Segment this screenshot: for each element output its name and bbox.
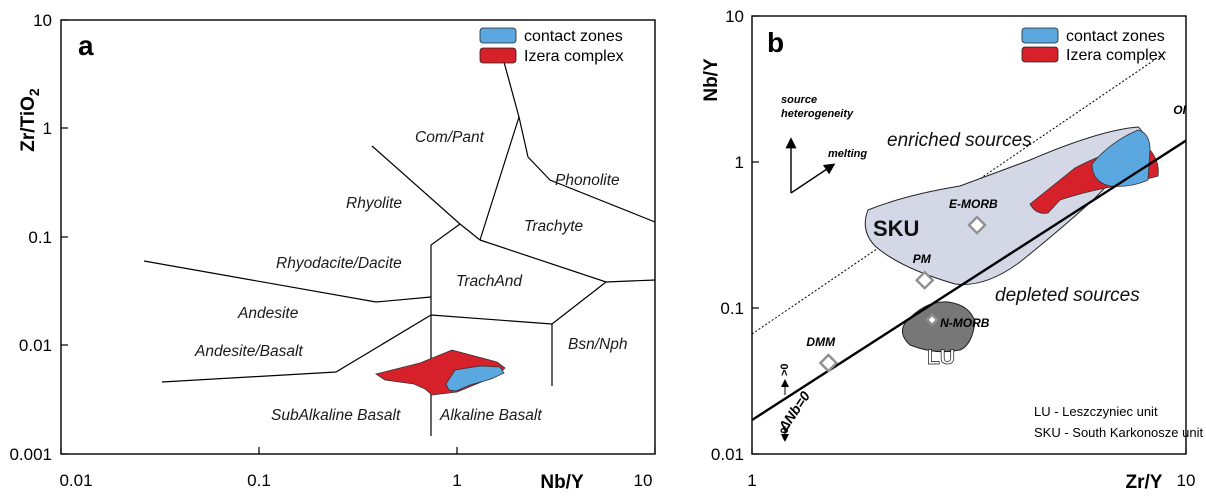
a-ytick-0.1: 0.1	[28, 228, 52, 247]
b-label-depleted: depleted sources	[995, 285, 1140, 306]
b-ylabel: Nb/Y	[701, 58, 722, 102]
legend-a-swatch-izera	[479, 47, 517, 64]
b-ytick-10: 10	[725, 7, 744, 26]
sku-region	[864, 126, 1144, 286]
arrow-diagonal-icon	[790, 163, 836, 194]
a-ylabel: Zr/TiO2	[18, 88, 42, 152]
a-ytick-0.01: 0.01	[19, 336, 52, 355]
panel-b: OIB E-MORB PM N-MORB DMM enriched sources de…	[701, 7, 1203, 493]
ref-point-label-n-morb: N-MORB	[940, 316, 990, 330]
b-label-lu: LU	[927, 346, 955, 369]
panel-b-x-axis: 1 10 Zr/Y	[747, 447, 1195, 493]
panel-a-field-boundaries	[143, 50, 656, 436]
panel-label-a: a	[78, 30, 94, 61]
field-trachand: TrachAnd	[456, 273, 523, 290]
field-alkaline-basalt: Alkaline Basalt	[439, 407, 542, 424]
b-label-enriched: enriched sources	[887, 130, 1032, 151]
a-xtick-0.1: 0.1	[247, 471, 271, 490]
legend-b: contact zones Izera complex	[1021, 27, 1166, 64]
ref-point-label-pm: PM	[913, 252, 932, 266]
b-xlabel: Zr/Y	[1126, 472, 1163, 493]
legend-b-label-izera: Izera complex	[1066, 47, 1166, 64]
legend-a-swatch-contact	[479, 27, 517, 44]
panel-b-frame	[751, 15, 1187, 455]
field-andesite: Andesite	[237, 305, 299, 322]
field-rhyolite: Rhyolite	[346, 195, 402, 212]
panel-label-b: b	[767, 27, 784, 58]
a-xtick-0.01: 0.01	[59, 471, 92, 490]
b-upper-dotted-line	[752, 51, 1167, 335]
b-label-melting: melting	[828, 148, 867, 160]
field-phonolite: Phonolite	[555, 172, 620, 189]
panel-a-frame	[60, 19, 656, 455]
b-ytick-1: 1	[735, 153, 744, 172]
b-xtick-1: 1	[747, 471, 756, 490]
b-arrows: source heterogeneity melting	[781, 94, 867, 194]
b-ytick-0.1: 0.1	[720, 299, 744, 318]
field-trachyte: Trachyte	[524, 218, 584, 235]
field-bsn-nph: Bsn/Nph	[568, 336, 627, 353]
b-delta-nb-line	[752, 139, 1186, 422]
a-xtick-1: 1	[452, 471, 461, 490]
lu-region	[901, 301, 976, 353]
panel-b-y-axis: 10 1 0.1 0.01 Nb/Y	[701, 7, 759, 464]
legend-a-label-contact: contact zones	[524, 28, 623, 45]
ref-point-n-morb	[925, 313, 939, 327]
legend-b-label-contact: contact zones	[1066, 28, 1165, 45]
legend-a: contact zones Izera complex	[479, 27, 624, 65]
a-ytick-0.001: 0.001	[9, 445, 52, 464]
a-xlabel: Nb/Y	[540, 472, 584, 493]
ref-point-label-dmm: DMM	[806, 335, 836, 349]
b-label-source: source heterogeneity	[781, 94, 854, 120]
b-label-sku: SKU	[873, 216, 919, 241]
contact-zones-region-a	[445, 365, 505, 392]
ref-point-dmm	[818, 353, 839, 373]
reference-points: OIB E-MORB PM N-MORB DMM	[806, 103, 1195, 373]
field-rhyodacite-dacite: Rhyodacite/Dacite	[276, 255, 402, 272]
b-xtick-10: 10	[1177, 471, 1196, 490]
legend-b-swatch-contact	[1021, 27, 1059, 44]
ref-point-label-oib: OIB	[1173, 103, 1195, 117]
a-ytick-10: 10	[33, 11, 52, 30]
field-andesite-basalt: Andesite/Basalt	[194, 343, 303, 360]
legend-b-swatch-izera	[1021, 46, 1059, 63]
b-label-gt0: >0	[779, 363, 791, 376]
b-note-sku: SKU - South Karkonosze unit	[1034, 425, 1203, 440]
panel-a: Com/Pant Phonolite Rhyolite Trachyte Rhy…	[9, 11, 656, 493]
panel-b-plot-area: OIB E-MORB PM N-MORB DMM	[752, 51, 1195, 422]
field-com-pant: Com/Pant	[415, 129, 485, 146]
ref-point-e-morb	[967, 215, 987, 235]
field-subalkaline-basalt: SubAlkaline Basalt	[271, 407, 401, 424]
b-ytick-0.01: 0.01	[711, 445, 744, 464]
panel-a-y-axis: 10 1 0.1 0.01 0.001 Zr/TiO2	[9, 11, 68, 464]
a-ytick-1: 1	[43, 119, 52, 138]
a-xtick-10: 10	[634, 471, 653, 490]
legend-a-label-izera: Izera complex	[524, 48, 624, 65]
panel-a-x-axis: 0.01 0.1 1 10 Nb/Y	[59, 447, 656, 493]
b-note-lu: LU - Leszczyniec unit	[1034, 404, 1158, 419]
ref-point-label-e-morb: E-MORB	[949, 197, 998, 211]
ref-point-oib	[1185, 129, 1186, 131]
ref-point-pm	[915, 270, 935, 290]
